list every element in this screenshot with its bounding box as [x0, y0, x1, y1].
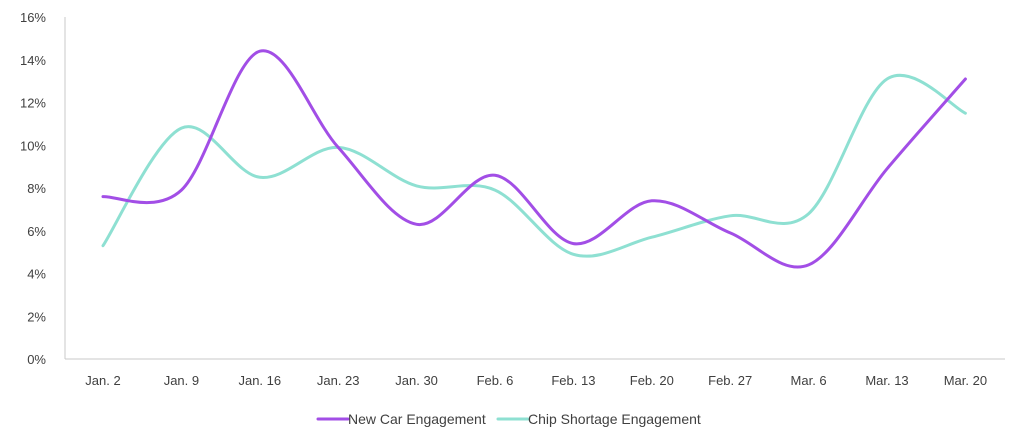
x-tick-label: Jan. 9 — [164, 373, 199, 388]
x-tick-label: Jan. 23 — [317, 373, 360, 388]
y-tick-label: 0% — [27, 352, 46, 367]
y-axis-ticks: 0% 2% 4% 6% 8% 10% 12% 14% 16% — [20, 10, 46, 367]
y-tick-label: 16% — [20, 10, 46, 25]
series-lines — [101, 49, 967, 269]
x-tick-label: Mar. 6 — [791, 373, 827, 388]
legend-label-chip-shortage: Chip Shortage Engagement — [528, 411, 701, 427]
x-tick-label: Jan. 2 — [85, 373, 120, 388]
x-tick-label: Feb. 27 — [708, 373, 752, 388]
y-tick-label: 2% — [27, 309, 46, 324]
y-tick-label: 4% — [27, 267, 46, 282]
x-axis-ticks: Jan. 2 Jan. 9 Jan. 16 Jan. 23 Jan. 30 Feb. 6 F… — [85, 373, 987, 388]
x-tick-label: Feb. 13 — [551, 373, 595, 388]
x-tick-label: Feb. 20 — [630, 373, 674, 388]
x-tick-label: Jan. 16 — [238, 373, 281, 388]
series-line-new-car-engagement — [101, 49, 967, 269]
y-tick-label: 8% — [27, 181, 46, 196]
y-tick-label: 10% — [20, 138, 46, 153]
y-tick-label: 6% — [27, 224, 46, 239]
x-tick-label: Jan. 30 — [395, 373, 438, 388]
legend-item-chip-shortage: Chip Shortage Engagement — [496, 411, 701, 427]
x-tick-label: Mar. 20 — [944, 373, 987, 388]
x-tick-label: Feb. 6 — [477, 373, 514, 388]
legend-label-new-car: New Car Engagement — [348, 411, 486, 427]
y-tick-label: 14% — [20, 53, 46, 68]
legend-item-new-car: New Car Engagement — [316, 411, 486, 427]
y-tick-label: 12% — [20, 96, 46, 111]
series-line-chip-shortage-engagement — [101, 73, 967, 258]
x-tick-label: Mar. 13 — [865, 373, 908, 388]
legend: New Car Engagement Chip Shortage Engagem… — [316, 411, 701, 427]
